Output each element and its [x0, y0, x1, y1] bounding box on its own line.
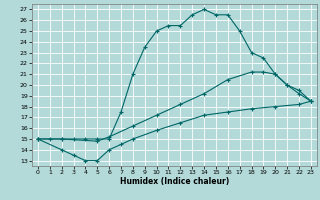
X-axis label: Humidex (Indice chaleur): Humidex (Indice chaleur): [120, 177, 229, 186]
